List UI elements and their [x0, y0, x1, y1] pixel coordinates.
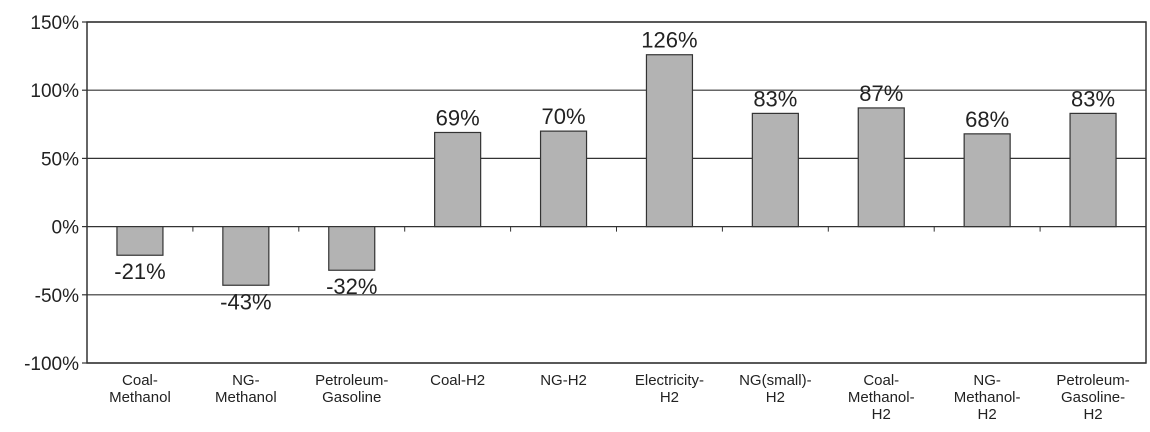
y-tick-label: 50% — [41, 149, 79, 170]
data-label: 69% — [436, 105, 480, 130]
x-category-label-line: Methanol — [215, 389, 277, 406]
bar — [116, 226, 164, 256]
x-category-label-line: NG- — [973, 372, 1001, 389]
y-tick-label: 0% — [52, 218, 80, 239]
x-category-label: Coal-Methanol-H2 — [848, 372, 915, 423]
data-label: 126% — [641, 28, 697, 53]
x-category-label: Electricity-H2 — [635, 372, 704, 406]
x-category-label-line: Methanol- — [848, 389, 915, 406]
data-label: 70% — [542, 104, 586, 129]
data-label: 68% — [965, 107, 1009, 132]
x-category-label: NG-H2 — [540, 372, 587, 389]
x-category-label: Coal-H2 — [430, 372, 485, 389]
x-axis-category-labels: Coal-MethanolNG-MethanolPetroleum-Gasoli… — [109, 372, 1130, 423]
x-category-label-line: Coal- — [863, 372, 899, 389]
y-tick-label: -100% — [24, 354, 79, 375]
bar — [222, 226, 270, 286]
data-label: 83% — [753, 86, 797, 111]
x-category-label-line: Methanol- — [954, 389, 1021, 406]
bar — [539, 130, 588, 228]
bar — [328, 226, 376, 271]
x-category-label: NG-Methanol — [215, 372, 277, 406]
x-category-label-line: NG- — [232, 372, 260, 389]
x-axis-ticks — [192, 226, 1041, 232]
x-category-label: Petroleum-Gasoline — [315, 372, 388, 406]
bar — [963, 133, 1011, 228]
bar — [857, 107, 905, 228]
bar — [434, 131, 482, 228]
x-category-label-line: H2 — [660, 389, 679, 406]
data-label: 87% — [859, 81, 903, 106]
x-category-label-line: NG(small)- — [739, 372, 812, 389]
data-labels: -21% -43% -32% 69% 70% 126% 83% 87% 68% 83% — [114, 28, 1115, 315]
bar — [1069, 112, 1117, 228]
x-category-label-line: Petroleum- — [315, 372, 388, 389]
x-category-label-line: H2 — [1083, 406, 1102, 423]
data-label: -21% — [114, 259, 165, 284]
plot-area-frame — [86, 21, 1147, 364]
x-category-label-line: Methanol — [109, 389, 171, 406]
x-category-label-line: NG-H2 — [540, 372, 587, 389]
x-category-label: NG(small)-H2 — [739, 372, 812, 406]
x-category-label-line: Gasoline- — [1061, 389, 1125, 406]
x-category-label-line: H2 — [766, 389, 785, 406]
y-tick-label: -50% — [35, 286, 79, 307]
x-category-label-line: Gasoline — [322, 389, 381, 406]
x-category-label-line: Coal-H2 — [430, 372, 485, 389]
x-category-label: NG-Methanol-H2 — [954, 372, 1021, 423]
bars — [116, 54, 1117, 286]
data-label: -32% — [326, 274, 377, 299]
x-category-label-line: Coal- — [122, 372, 158, 389]
data-label: 83% — [1071, 86, 1115, 111]
y-tick-label: 100% — [30, 81, 79, 102]
y-axis-tick-labels: 150% 100% 50% 0% -50% -100% — [24, 13, 79, 375]
bar — [751, 112, 799, 228]
x-category-label: Petroleum-Gasoline-H2 — [1056, 372, 1129, 423]
x-category-label-line: H2 — [872, 406, 891, 423]
x-category-label-line: H2 — [978, 406, 997, 423]
bar — [645, 54, 694, 228]
x-category-label: Coal-Methanol — [109, 372, 171, 406]
data-label: -43% — [220, 289, 271, 314]
x-category-label-line: Electricity- — [635, 372, 704, 389]
x-category-label-line: Petroleum- — [1056, 372, 1129, 389]
y-tick-label: 150% — [30, 13, 79, 34]
